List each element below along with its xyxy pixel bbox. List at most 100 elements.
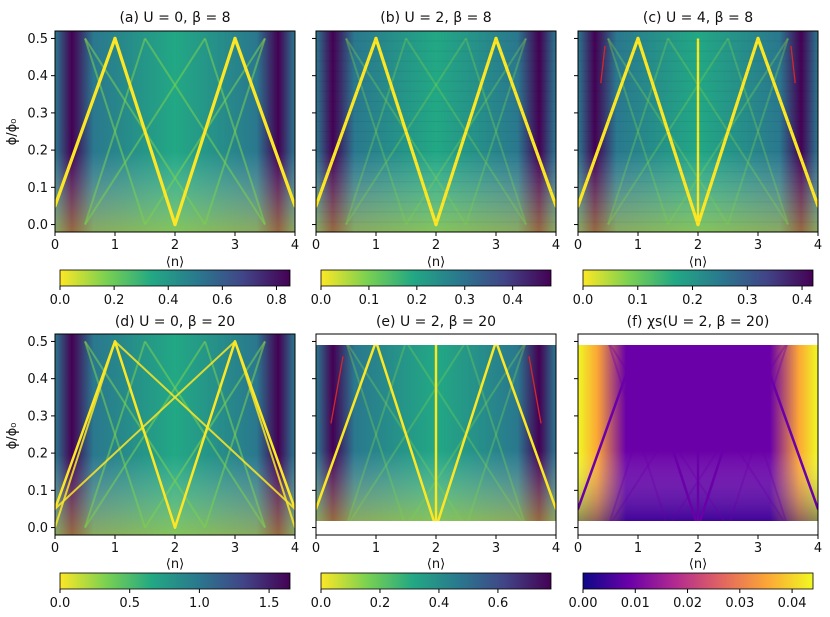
panel-e-xlabel: ⟨n⟩: [427, 557, 445, 572]
colorbar-tick-label: 0.2: [104, 293, 125, 308]
panel-c-heatmap: [578, 31, 818, 232]
main-ridge: [375, 345, 436, 521]
secondary-ridge: [345, 38, 407, 225]
panel-e-colorbar: 0.0 0.2 0.4 0.6: [311, 572, 552, 611]
y-tick-label: 0.3: [27, 106, 48, 121]
colorbar-gradient: [59, 269, 291, 287]
main-ridge: [55, 340, 236, 510]
colorbar-tick-label: 0.00: [569, 596, 598, 611]
colorbar-tick-label: 0.3: [454, 293, 475, 308]
panel-f: (f) χs(U = 2, β = 20) 0 1 2 3 4 ⟨n⟩ 0.00 0.01…: [569, 314, 823, 611]
y-tick-label: 0.2: [27, 447, 48, 462]
panel-a-ylabel: ϕ/ϕ₀: [5, 119, 20, 146]
colorbar-tick-label: 0.3: [737, 293, 758, 308]
main-ridge: [578, 345, 639, 511]
colorbar-tick-label: 0.2: [370, 596, 391, 611]
y-tick-label: 0.4: [27, 372, 48, 387]
panel-d-colorbar: 0.0 0.5 1.0 1.5: [50, 572, 291, 611]
secondary-ridge: [345, 38, 407, 225]
colorbar-tick-label: 0.02: [673, 596, 702, 611]
y-tick-label: 0.5: [27, 32, 48, 47]
heatmap-fade: [55, 31, 295, 232]
secondary-ridge: [465, 38, 527, 225]
panel-e-heatmap: [316, 345, 556, 521]
x-tick-label: 3: [754, 541, 762, 556]
x-tick-label: 2: [694, 541, 702, 556]
x-tick-label: 3: [492, 541, 500, 556]
panel-a-heatmap: [55, 31, 295, 232]
x-tick-label: 3: [231, 238, 239, 253]
x-tick-label: 4: [552, 238, 560, 253]
guide-line: [330, 356, 344, 424]
panel-e: (e) U = 2, β = 20 0 1 2 3 4 ⟨n⟩ 0.0 0.2 0.4 0.6: [311, 314, 560, 611]
colorbar-gradient: [582, 572, 814, 590]
colorbar-tick-label: 0.4: [158, 293, 179, 308]
main-ridge: [696, 36, 760, 227]
colorbar-tick-label: 0.0: [311, 293, 332, 308]
x-tick-label: 2: [171, 238, 179, 253]
colorbar-tick-label: 0.0: [50, 596, 71, 611]
guide-line: [528, 356, 542, 424]
panel-b-heatmap: [316, 31, 556, 232]
panel-c-xlabel: ⟨n⟩: [689, 255, 707, 270]
x-tick-label: 0: [574, 541, 582, 556]
panel-f-xlabel: ⟨n⟩: [689, 557, 707, 572]
panel-d-xlabel: ⟨n⟩: [166, 557, 184, 572]
colorbar-tick-label: 0.01: [621, 596, 650, 611]
main-ridge: [234, 341, 295, 528]
x-tick-label: 0: [312, 541, 320, 556]
panel-b-colorbar: 0.0 0.1 0.2 0.3 0.4: [311, 269, 552, 308]
x-tick-label: 2: [432, 541, 440, 556]
secondary-ridge: [204, 38, 266, 225]
main-ridge: [233, 36, 295, 208]
panel-c-colorbar: 0.0 0.1 0.2 0.3 0.4: [573, 269, 814, 308]
secondary-ridge: [607, 38, 669, 225]
guide-line: [790, 45, 796, 84]
y-tick-label: 0.3: [27, 409, 48, 424]
y-tick-label: 0.2: [27, 144, 48, 159]
secondary-ridge: [467, 345, 526, 521]
main-ridge: [495, 345, 556, 511]
secondary-ridge: [466, 345, 525, 521]
x-tick-label: 2: [432, 238, 440, 253]
panel-f-title: (f) χs(U = 2, β = 20): [627, 314, 770, 330]
main-ridge: [756, 36, 818, 208]
x-tick-label: 4: [814, 541, 822, 556]
secondary-ridge: [347, 345, 406, 521]
panel-f-colorbar: 0.00 0.01 0.02 0.03 0.04: [569, 572, 814, 611]
main-ridge: [173, 36, 237, 227]
x-tick-label: 4: [291, 541, 299, 556]
main-ridge: [494, 36, 556, 208]
panel-b-xlabel: ⟨n⟩: [427, 255, 445, 270]
colorbar-tick-label: 0.4: [792, 293, 813, 308]
main-ridge: [757, 345, 818, 511]
panel-a-xlabel: ⟨n⟩: [166, 255, 184, 270]
x-tick-label: 1: [634, 541, 642, 556]
colorbar-tick-label: 0.8: [266, 293, 287, 308]
x-tick-label: 1: [372, 541, 380, 556]
x-tick-label: 3: [231, 541, 239, 556]
x-tick-label: 1: [372, 238, 380, 253]
x-tick-label: 1: [634, 238, 642, 253]
x-tick-label: 0: [574, 238, 582, 253]
x-tick-label: 3: [754, 238, 762, 253]
y-tick-label: 0.1: [27, 484, 48, 499]
colorbar-tick-label: 0.04: [778, 596, 807, 611]
main-ridge: [636, 36, 700, 227]
secondary-ridge: [607, 38, 669, 225]
secondary-ridge: [465, 38, 527, 225]
heatmap-fade: [316, 31, 556, 232]
heatmap-fade: [55, 334, 295, 535]
secondary-ridge: [608, 345, 667, 521]
panel-d-heatmap: [55, 334, 295, 535]
y-tick-label: 0.0: [27, 218, 48, 233]
secondary-ridge: [609, 345, 668, 521]
colorbar-gradient: [320, 269, 552, 287]
main-ridge: [637, 345, 698, 521]
colorbar-tick-label: 0.5: [119, 596, 140, 611]
colorbar-tick-label: 0.6: [212, 293, 233, 308]
main-ridge: [173, 340, 237, 529]
colorbar-gradient: [59, 572, 291, 590]
x-tick-label: 0: [51, 541, 59, 556]
